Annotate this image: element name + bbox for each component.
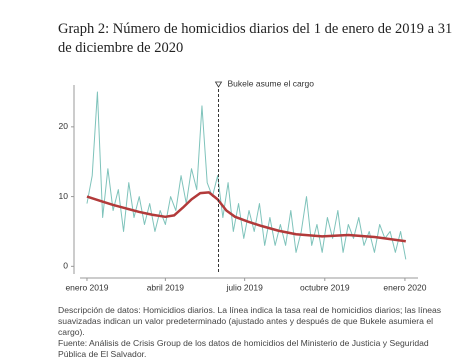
x-tick-label: enero 2019 <box>65 282 108 292</box>
caption-block: Descripción de datos: Homicidios diarios… <box>58 305 458 360</box>
annotation-marker <box>214 81 223 88</box>
x-tick-label: octubre 2019 <box>300 282 350 292</box>
x-tick-label: abril 2019 <box>147 282 185 292</box>
chart-title: Graph 2: Número de homicidios diarios de… <box>58 21 453 56</box>
y-tick-label: 0 <box>63 261 68 271</box>
y-tick-label: 20 <box>59 121 69 131</box>
series-line <box>86 191 406 243</box>
x-tick-label: enero 2020 <box>383 282 426 292</box>
x-tick-label: julio 2019 <box>225 282 263 292</box>
series-line <box>86 91 407 260</box>
source: Fuente: Análisis de Crisis Group de los … <box>58 338 429 359</box>
y-tick-label: 10 <box>59 191 69 201</box>
caption: Descripción de datos: Homicidios diarios… <box>58 305 442 337</box>
annotation-text: Bukele asume el cargo <box>228 78 315 88</box>
